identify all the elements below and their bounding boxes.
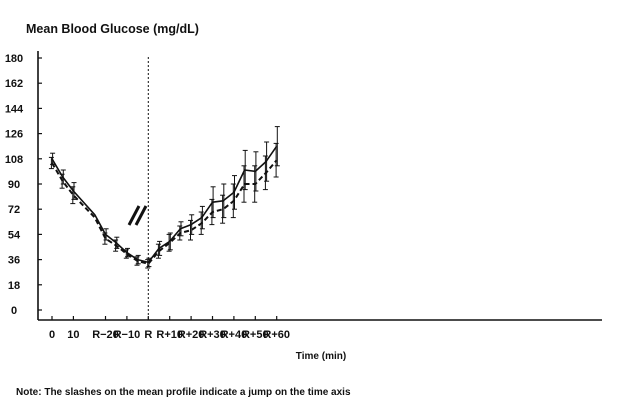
axis-break-slash <box>127 205 141 226</box>
chart-note: Note: The slashes on the mean profile in… <box>16 387 351 398</box>
y-tick-label: 180 <box>5 53 23 65</box>
error-bars <box>48 126 280 269</box>
y-tick-label: 0 <box>11 305 17 317</box>
y-tick-label: 54 <box>8 229 21 241</box>
x-tick-label: R+10 <box>156 329 183 341</box>
x-tick-label: R+20 <box>178 329 205 341</box>
x-tick-label: R−20 <box>92 329 119 341</box>
x-tick-label: 10 <box>67 329 79 341</box>
series-lines <box>51 145 278 265</box>
chart-title: Mean Blood Glucose (mg/dL) <box>26 22 199 36</box>
x-tick-label: R+50 <box>242 329 269 341</box>
y-tick-label: 108 <box>5 154 23 166</box>
y-tick-label: 162 <box>5 78 23 90</box>
y-tick-label: 90 <box>8 179 20 191</box>
x-axis-ticks: 0 10 R−20R−10 R R+10R+20R+30R+40R+50R+60 Time… <box>49 316 346 362</box>
y-tick-label: 72 <box>8 204 20 216</box>
x-tick-label: R+60 <box>263 329 290 341</box>
x-axis-title: Time (min) <box>296 351 346 362</box>
axes <box>37 51 602 321</box>
y-tick-label: 126 <box>5 129 23 141</box>
axis-break-slash <box>134 205 148 226</box>
axis-break <box>127 205 148 226</box>
series-line-dashed <box>51 159 278 265</box>
series-line-solid <box>51 145 278 264</box>
x-tick-label: R+40 <box>221 329 248 341</box>
x-tick-label: R+30 <box>199 329 226 341</box>
y-axis-ticks: 0 18 36 54 72 90 108 126 144 162 180 <box>5 53 42 317</box>
y-tick-label: 18 <box>8 280 20 292</box>
y-tick-label: 36 <box>8 255 20 267</box>
x-tick-label: 0 <box>49 329 55 341</box>
x-tick-label: R <box>144 329 152 341</box>
x-tick-label: R−10 <box>114 329 141 341</box>
y-tick-label: 144 <box>5 103 24 115</box>
